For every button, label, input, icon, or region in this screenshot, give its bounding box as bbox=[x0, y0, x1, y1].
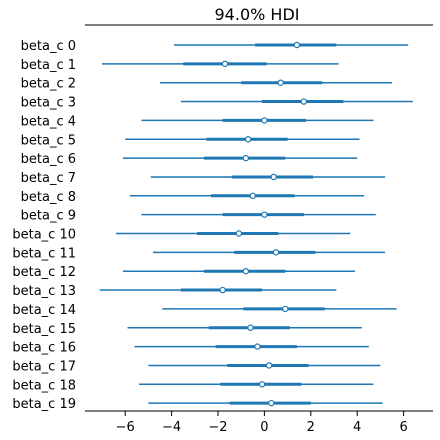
row-label: beta_c 5 bbox=[21, 133, 76, 148]
row-beta_c-5: beta_c 5 bbox=[21, 133, 360, 148]
row-label: beta_c 17 bbox=[12, 359, 76, 374]
row-beta_c-10: beta_c 10 bbox=[12, 228, 351, 243]
row-label: beta_c 14 bbox=[12, 303, 76, 318]
median-point bbox=[261, 117, 268, 124]
row-beta_c-3: beta_c 3 bbox=[21, 96, 413, 111]
x-tick-label: 4 bbox=[353, 420, 361, 435]
x-tick-label: 0 bbox=[260, 420, 268, 435]
row-beta_c-1: beta_c 1 bbox=[21, 58, 339, 73]
x-tick-label: 2 bbox=[307, 420, 315, 435]
row-label: beta_c 10 bbox=[12, 228, 76, 243]
row-label: beta_c 13 bbox=[12, 284, 76, 299]
row-label: beta_c 18 bbox=[12, 378, 76, 393]
row-label: beta_c 3 bbox=[21, 96, 76, 111]
median-point bbox=[270, 173, 277, 181]
row-label: beta_c 2 bbox=[21, 77, 76, 92]
x-axis-ticks: −6 −4 −2 0 2 4 6 bbox=[116, 411, 408, 435]
row-label: beta_c 12 bbox=[12, 265, 76, 280]
median-point bbox=[219, 286, 226, 294]
median-point bbox=[265, 362, 273, 369]
row-label: beta_c 7 bbox=[21, 171, 76, 186]
row-beta_c-11: beta_c 11 bbox=[12, 246, 386, 261]
row-beta_c-8: beta_c 8 bbox=[21, 190, 365, 205]
median-point bbox=[258, 381, 266, 388]
row-beta_c-18: beta_c 18 bbox=[12, 378, 374, 393]
row-label: beta_c 4 bbox=[21, 114, 76, 129]
row-label: beta_c 11 bbox=[12, 246, 76, 261]
row-label: beta_c 1 bbox=[21, 58, 76, 73]
row-label: beta_c 15 bbox=[12, 322, 76, 337]
x-tick-label: −4 bbox=[162, 420, 181, 435]
row-beta_c-9: beta_c 9 bbox=[21, 209, 376, 224]
x-tick-label: 6 bbox=[399, 420, 407, 435]
row-beta_c-12: beta_c 12 bbox=[12, 265, 355, 280]
row-beta_c-13: beta_c 13 bbox=[12, 284, 337, 299]
row-beta_c-17: beta_c 17 bbox=[12, 359, 381, 374]
row-beta_c-14: beta_c 14 bbox=[12, 303, 397, 318]
median-point bbox=[293, 41, 301, 49]
median-point bbox=[254, 343, 261, 350]
forest-rows: beta_c 0 beta_c 1 beta_c 2 beta_c 3 beta_c 4… bbox=[12, 39, 413, 412]
row-label: beta_c 9 bbox=[21, 209, 76, 224]
chart-title: 94.0% HDI bbox=[215, 5, 300, 24]
row-label: beta_c 6 bbox=[21, 152, 76, 167]
median-point bbox=[247, 324, 254, 331]
row-beta_c-15: beta_c 15 bbox=[12, 322, 362, 337]
median-point bbox=[261, 211, 268, 218]
row-beta_c-0: beta_c 0 bbox=[21, 39, 409, 54]
row-beta_c-16: beta_c 16 bbox=[12, 341, 369, 356]
median-point bbox=[300, 98, 308, 105]
x-tick-label: −2 bbox=[208, 420, 227, 435]
median-point bbox=[242, 154, 250, 162]
median-point bbox=[282, 305, 289, 313]
median-point bbox=[235, 230, 243, 237]
row-beta_c-6: beta_c 6 bbox=[21, 152, 358, 167]
median-point bbox=[268, 399, 275, 407]
row-beta_c-19: beta_c 19 bbox=[12, 397, 383, 412]
row-label: beta_c 19 bbox=[12, 397, 76, 412]
median-point bbox=[249, 192, 256, 199]
median-point bbox=[244, 136, 252, 143]
x-tick-label: −6 bbox=[116, 420, 135, 435]
median-point bbox=[277, 79, 284, 86]
median-point bbox=[272, 249, 280, 256]
median-point bbox=[221, 60, 229, 68]
row-beta_c-4: beta_c 4 bbox=[21, 114, 374, 129]
row-label: beta_c 16 bbox=[12, 341, 76, 356]
row-beta_c-7: beta_c 7 bbox=[21, 171, 386, 186]
row-label: beta_c 8 bbox=[21, 190, 76, 205]
row-beta_c-2: beta_c 2 bbox=[21, 77, 392, 92]
median-point bbox=[242, 268, 250, 275]
row-label: beta_c 0 bbox=[21, 39, 76, 54]
